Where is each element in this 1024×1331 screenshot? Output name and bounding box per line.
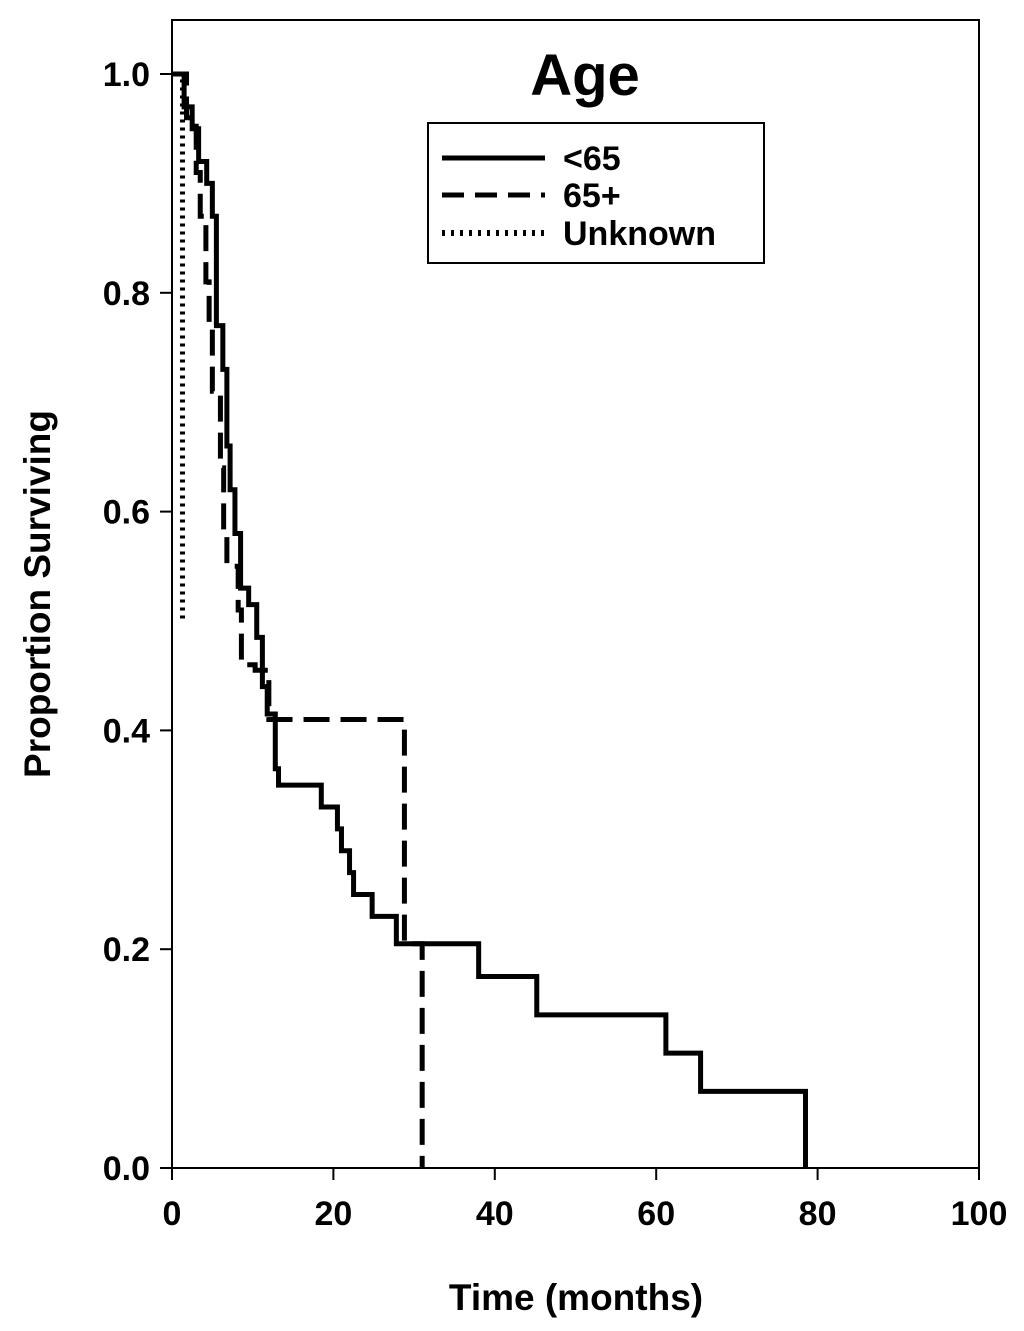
x-axis-title: Time (months) — [449, 1277, 703, 1318]
y-tick-label: 0.8 — [103, 275, 150, 313]
y-axis-title: Proportion Surviving — [17, 410, 58, 778]
y-tick-label: 0.2 — [103, 931, 150, 969]
legend-label-lt65: <65 — [563, 140, 621, 178]
x-tick-label: 20 — [314, 1195, 352, 1233]
y-tick-label: 0.4 — [103, 712, 150, 750]
x-tick-label: 80 — [799, 1195, 837, 1233]
legend-label-unknown: Unknown — [563, 215, 716, 253]
legend: <65 65+ Unknown — [427, 122, 765, 264]
x-tick-label: 40 — [476, 1195, 514, 1233]
series-line-unknown — [172, 71, 185, 621]
x-axis-ticks: 0 20 40 60 80 100 — [163, 1168, 1008, 1233]
legend-label-65plus: 65+ — [563, 177, 621, 215]
y-axis-ticks: 0.0 0.2 0.4 0.6 0.8 1.0 — [103, 56, 172, 1188]
series-line-lt65 — [172, 71, 808, 1168]
y-tick-label: 0.0 — [103, 1150, 150, 1188]
y-tick-label: 0.6 — [103, 494, 150, 532]
series-line-65plus — [172, 71, 425, 1168]
x-tick-label: 0 — [163, 1195, 182, 1233]
series-lines — [172, 71, 808, 1168]
y-tick-label: 1.0 — [103, 56, 150, 94]
x-tick-label: 100 — [951, 1195, 1008, 1233]
chart-title: Age — [530, 43, 640, 108]
x-tick-label: 60 — [637, 1195, 675, 1233]
plot-frame — [171, 19, 980, 1169]
